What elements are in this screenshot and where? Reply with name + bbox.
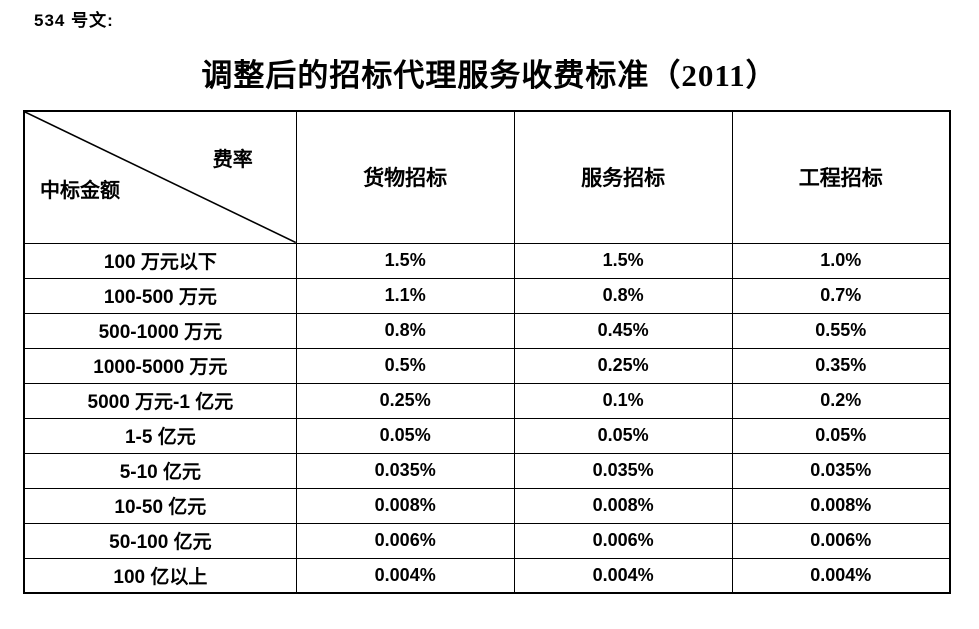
column-header-service-bidding: 服务招标 (513, 110, 733, 244)
row-label-amount-tier: 1-5 亿元 (23, 417, 297, 454)
fee-rate-cell: 0.05% (513, 417, 733, 454)
fee-rate-cell: 0.004% (731, 557, 951, 594)
header-row: 费率 中标金额 货物招标 服务招标 工程招标 (23, 110, 951, 244)
fee-rate-cell: 0.008% (295, 487, 515, 524)
table-row: 100 万元以下 1.5% 1.5% 1.0% (23, 242, 951, 279)
doc-number-label: 534 号文: (34, 11, 114, 30)
fee-rate-cell: 0.55% (731, 312, 951, 349)
fee-rate-cell: 0.2% (731, 382, 951, 419)
fee-rate-cell: 1.5% (513, 242, 733, 279)
row-label-amount-tier: 10-50 亿元 (23, 487, 297, 524)
row-label-amount-tier: 50-100 亿元 (23, 522, 297, 559)
row-label-amount-tier: 100 万元以下 (23, 242, 297, 279)
row-label-amount-tier: 1000-5000 万元 (23, 347, 297, 384)
fee-rate-cell: 0.006% (513, 522, 733, 559)
column-header-engineering-bidding: 工程招标 (731, 110, 951, 244)
fee-rate-cell: 0.035% (513, 452, 733, 489)
row-label-amount-tier: 500-1000 万元 (23, 312, 297, 349)
fee-rate-cell: 0.5% (295, 347, 515, 384)
fee-rate-cell: 0.8% (295, 312, 515, 349)
fee-rate-cell: 0.035% (295, 452, 515, 489)
fee-rate-cell: 1.1% (295, 277, 515, 314)
fee-rate-cell: 0.004% (295, 557, 515, 594)
corner-header-cell: 费率 中标金额 (23, 110, 297, 244)
corner-label-rate: 费率 (212, 149, 253, 171)
diagonal-divider-line (25, 112, 296, 243)
column-header-goods-bidding: 货物招标 (295, 110, 515, 244)
table-row: 100-500 万元 1.1% 0.8% 0.7% (23, 277, 951, 314)
fee-rate-cell: 0.035% (731, 452, 951, 489)
row-label-amount-tier: 5-10 亿元 (23, 452, 297, 489)
table-row: 5000 万元-1 亿元 0.25% 0.1% 0.2% (23, 382, 951, 419)
fee-rate-cell: 1.5% (295, 242, 515, 279)
table-row: 10-50 亿元 0.008% 0.008% 0.008% (23, 487, 951, 524)
table-row: 5-10 亿元 0.035% 0.035% 0.035% (23, 452, 951, 489)
row-label-amount-tier: 100-500 万元 (23, 277, 297, 314)
fee-rate-cell: 0.7% (731, 277, 951, 314)
table-row: 100 亿以上 0.004% 0.004% 0.004% (23, 557, 951, 594)
table-row: 50-100 亿元 0.006% 0.006% 0.006% (23, 522, 951, 559)
fee-table: 费率 中标金额 货物招标 服务招标 工程招标 100 万元以下 1.5% 1.5% 1… (23, 110, 951, 594)
fee-rate-cell: 0.008% (513, 487, 733, 524)
table-row: 1000-5000 万元 0.5% 0.25% 0.35% (23, 347, 951, 384)
fee-rate-cell: 0.008% (731, 487, 951, 524)
fee-rate-cell: 0.05% (731, 417, 951, 454)
fee-rate-cell: 0.35% (731, 347, 951, 384)
table-row: 500-1000 万元 0.8% 0.45% 0.55% (23, 312, 951, 349)
fee-rate-cell: 0.45% (513, 312, 733, 349)
row-label-amount-tier: 100 亿以上 (23, 557, 297, 594)
table-row: 1-5 亿元 0.05% 0.05% 0.05% (23, 417, 951, 454)
fee-rate-cell: 0.006% (295, 522, 515, 559)
fee-rate-cell: 0.004% (513, 557, 733, 594)
fee-table-body: 100 万元以下 1.5% 1.5% 1.0% 100-500 万元 1.1% 0.8% 0.… (23, 242, 951, 594)
row-label-amount-tier: 5000 万元-1 亿元 (23, 382, 297, 419)
fee-rate-cell: 0.1% (513, 382, 733, 419)
fee-rate-cell: 1.0% (731, 242, 951, 279)
page-title: 调整后的招标代理服务收费标准（2011） (201, 58, 778, 93)
fee-rate-cell: 0.05% (295, 417, 515, 454)
fee-rate-cell: 0.006% (731, 522, 951, 559)
fee-rate-cell: 0.25% (513, 347, 733, 384)
fee-rate-cell: 0.25% (295, 382, 515, 419)
corner-label-amount: 中标金额 (40, 180, 120, 202)
fee-rate-cell: 0.8% (513, 277, 733, 314)
